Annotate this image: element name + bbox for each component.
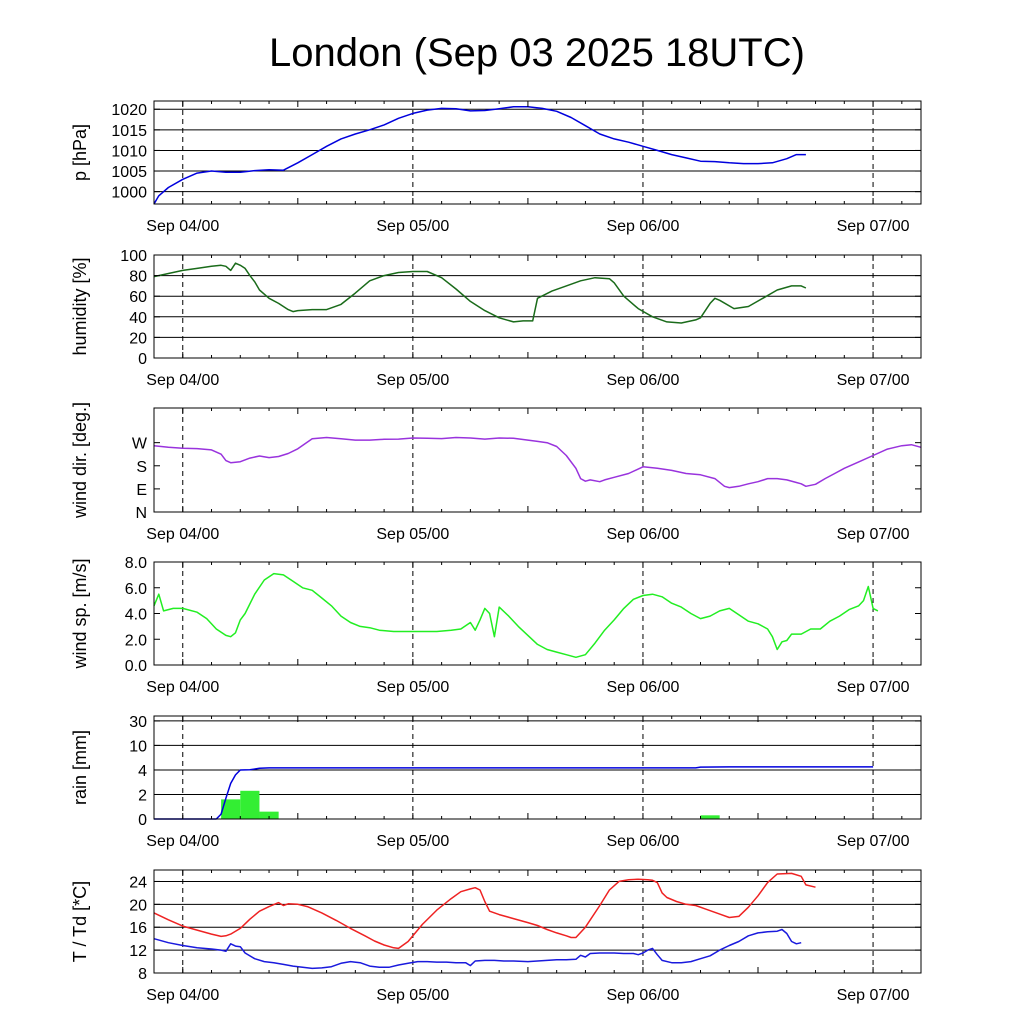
x-tick-label: Sep 04/00 xyxy=(146,833,219,850)
y-tick-label: W xyxy=(132,436,148,453)
y-tick-label: 1005 xyxy=(111,164,147,181)
y-tick-label: 2.0 xyxy=(125,632,147,649)
x-tick-label: Sep 04/00 xyxy=(146,372,219,389)
y-axis-label: rain [mm] xyxy=(70,730,90,805)
panel-frame xyxy=(153,407,922,513)
rain-bar xyxy=(700,815,720,819)
y-tick-label: 24 xyxy=(129,874,147,891)
y-tick-label: 30 xyxy=(129,714,147,731)
x-tick-label: Sep 05/00 xyxy=(376,833,449,850)
x-tick-label: Sep 06/00 xyxy=(606,987,679,1004)
y-axis-label: p [hPa] xyxy=(70,124,90,181)
x-tick-label: Sep 06/00 xyxy=(606,833,679,850)
series-line-pressure xyxy=(153,106,806,205)
chart-title: London (Sep 03 2025 18UTC) xyxy=(269,31,805,75)
series-line-humidity xyxy=(153,262,807,324)
y-tick-label: S xyxy=(136,459,147,476)
x-tick-label: Sep 05/00 xyxy=(376,218,449,235)
x-tick-label: Sep 07/00 xyxy=(837,526,910,543)
y-tick-label: 20 xyxy=(129,897,147,914)
y-tick-label: 0 xyxy=(138,812,147,829)
panel-temperature: 8 12 16 20 24 T / Td [*C] Sep 04/00 Sep 05/00 Se… xyxy=(70,869,922,1004)
y-tick-label: 1020 xyxy=(111,102,147,119)
y-tick-label: 0.0 xyxy=(125,658,147,675)
rain-cumulative-line xyxy=(154,766,874,820)
y-tick-label: 40 xyxy=(129,310,147,327)
x-tick-label: Sep 07/00 xyxy=(837,372,910,389)
x-tick-label: Sep 06/00 xyxy=(606,679,679,696)
panel-rain: 0 2 4 10 30 rain [mm] Sep 04/00 Sep 05/00 Sep 06… xyxy=(70,714,922,850)
panel-frame xyxy=(153,254,922,359)
y-tick-label: 10 xyxy=(129,738,147,755)
y-tick-label: 16 xyxy=(129,920,147,937)
series-line-wind_direction xyxy=(153,436,922,489)
y-tick-label: 1010 xyxy=(111,143,147,160)
y-tick-label: N xyxy=(135,505,147,522)
y-axis-label: wind sp. [m/s] xyxy=(70,558,90,669)
series-line-Td xyxy=(153,928,802,970)
x-tick-label: Sep 07/00 xyxy=(837,679,910,696)
y-axis-label: humidity [%] xyxy=(70,257,90,355)
y-tick-label: 60 xyxy=(129,289,147,306)
y-tick-label: 20 xyxy=(129,330,147,347)
rain-bar xyxy=(259,811,279,819)
rain-bar xyxy=(221,799,241,819)
x-tick-label: Sep 04/00 xyxy=(146,679,219,696)
y-tick-label: 100 xyxy=(120,248,147,265)
y-tick-label: 4.0 xyxy=(125,607,147,624)
x-tick-label: Sep 04/00 xyxy=(146,987,219,1004)
y-tick-label: 2 xyxy=(138,787,147,804)
x-tick-label: Sep 06/00 xyxy=(606,526,679,543)
x-tick-label: Sep 05/00 xyxy=(376,679,449,696)
x-tick-label: Sep 07/00 xyxy=(837,833,910,850)
x-tick-label: Sep 07/00 xyxy=(837,987,910,1004)
y-tick-label: E xyxy=(136,482,147,499)
series-line-wind_speed xyxy=(153,572,879,659)
x-tick-label: Sep 04/00 xyxy=(146,218,219,235)
x-tick-label: Sep 07/00 xyxy=(837,218,910,235)
x-tick-label: Sep 04/00 xyxy=(146,526,219,543)
panel-pressure: 1000 1005 1010 1015 1020 p [hPa] Sep 04/00 Sep … xyxy=(70,100,922,235)
y-tick-label: 1000 xyxy=(111,185,147,202)
y-axis-label: T / Td [*C] xyxy=(70,881,90,962)
y-tick-label: 12 xyxy=(129,943,147,960)
y-tick-label: 8.0 xyxy=(125,555,147,572)
x-tick-label: Sep 05/00 xyxy=(376,526,449,543)
panel-humidity: 0 20 40 60 80 100 humidity [%] Sep 04/00 Sep 05/… xyxy=(70,248,922,389)
y-tick-label: 8 xyxy=(138,966,147,983)
x-tick-label: Sep 06/00 xyxy=(606,372,679,389)
y-tick-label: 1015 xyxy=(111,123,147,140)
y-axis-label: wind dir. [deg.] xyxy=(70,402,90,519)
rain-bar xyxy=(240,790,260,819)
x-tick-label: Sep 05/00 xyxy=(376,372,449,389)
panel-wind_speed: 0.0 2.0 4.0 6.0 8.0 wind sp. [m/s] Sep 04/00 Se… xyxy=(70,555,922,696)
x-tick-label: Sep 06/00 xyxy=(606,218,679,235)
series-line-T xyxy=(153,872,816,950)
y-tick-label: 80 xyxy=(129,269,147,286)
panel-frame xyxy=(153,715,922,820)
y-tick-label: 6.0 xyxy=(125,581,147,598)
y-tick-label: 0 xyxy=(138,351,147,368)
y-tick-label: 4 xyxy=(138,763,147,780)
panel-frame xyxy=(153,869,922,974)
panel-frame xyxy=(153,100,922,205)
x-tick-label: Sep 05/00 xyxy=(376,987,449,1004)
